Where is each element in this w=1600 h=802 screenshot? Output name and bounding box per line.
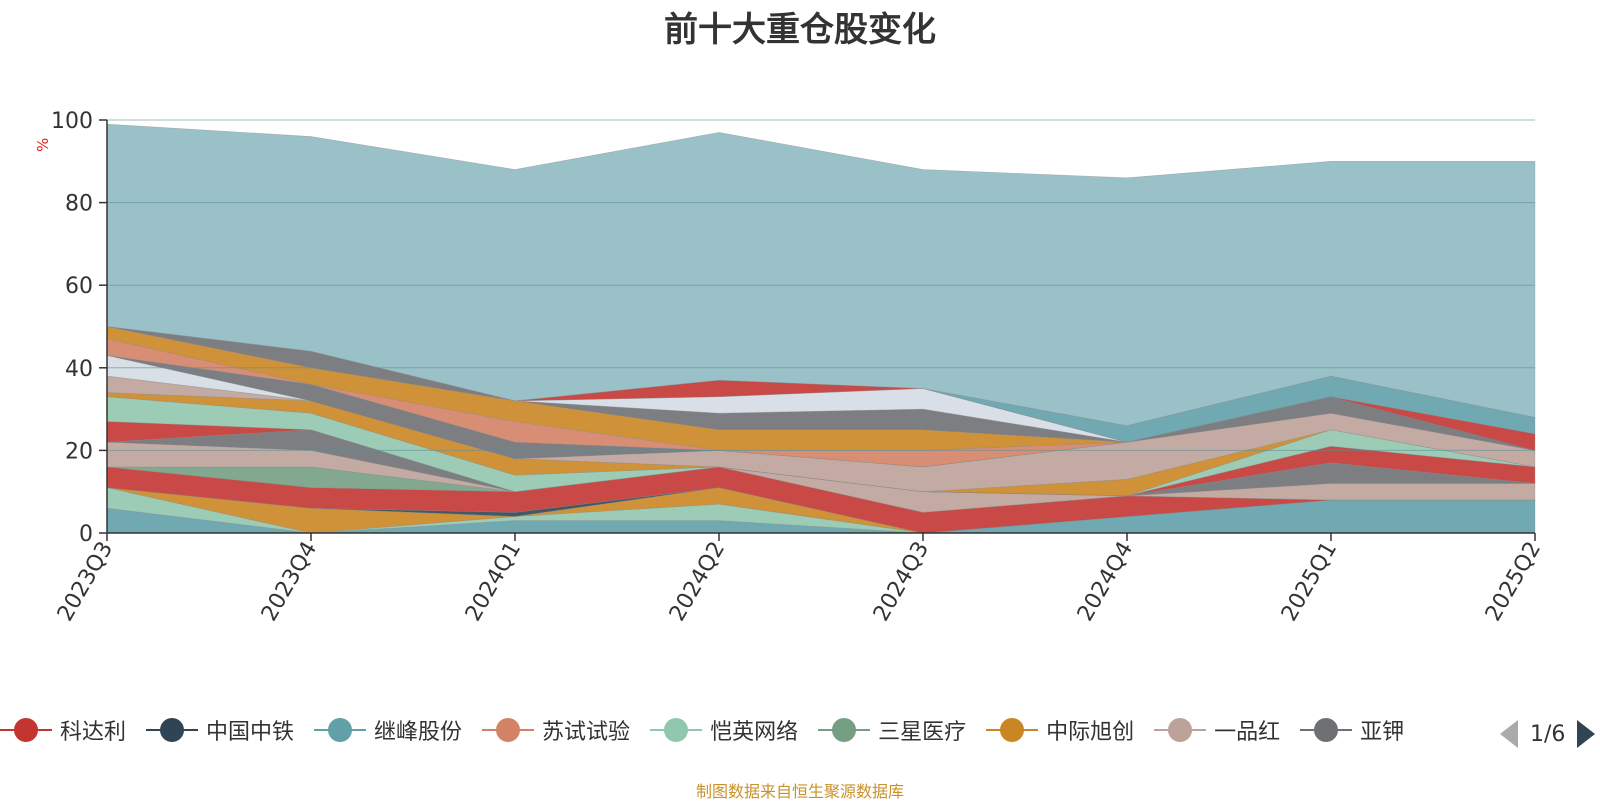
legend-marker-icon — [1300, 717, 1353, 743]
legend-item[interactable]: 亚钾 — [1300, 714, 1404, 746]
legend-item[interactable]: 三星医疗 — [818, 714, 966, 746]
legend-marker-icon — [482, 717, 535, 743]
legend-item[interactable]: 中国中铁 — [146, 714, 294, 746]
legend: 科达利 中国中铁 继峰股份 苏试试验 恺英网络 三星医疗 中际旭创 一品红 亚钾 — [0, 710, 1500, 750]
legend-item[interactable]: 一品红 — [1154, 714, 1280, 746]
legend-prev-arrow-icon[interactable] — [1500, 720, 1518, 748]
legend-item[interactable]: 中际旭创 — [986, 714, 1134, 746]
legend-item[interactable]: 科达利 — [0, 714, 126, 746]
x-tick-label: 2025Q2 — [1481, 538, 1546, 626]
legend-label: 一品红 — [1214, 720, 1281, 745]
legend-label: 科达利 — [60, 720, 127, 745]
x-tick-label: 2024Q1 — [461, 538, 526, 626]
x-tick-label: 2023Q3 — [53, 538, 118, 626]
legend-marker-icon — [986, 717, 1039, 743]
legend-next-arrow-icon[interactable] — [1577, 720, 1596, 748]
x-tick-label: 2025Q1 — [1277, 538, 1342, 626]
area-band — [106, 123, 1536, 426]
chart-title: 前十大重仓股变化 — [664, 10, 936, 50]
legend-label: 三星医疗 — [878, 720, 967, 745]
y-tick-label: 20 — [65, 439, 93, 464]
y-tick-label: 100 — [51, 109, 93, 134]
y-tick-label: 0 — [79, 522, 93, 547]
legend-label: 继峰股份 — [374, 720, 463, 745]
stacked-area-chart: 0 20 40 60 80 100 2023Q3 2023Q4 2024Q1 2024Q2 2024… — [51, 109, 1546, 626]
legend-marker-icon — [146, 717, 199, 743]
y-tick-label: 60 — [65, 274, 93, 299]
x-tick-label: 2024Q4 — [1073, 538, 1138, 626]
legend-marker-icon — [1154, 717, 1207, 743]
legend-marker-icon — [0, 717, 52, 743]
x-tick-label: 2024Q2 — [665, 538, 730, 626]
legend-marker-icon — [314, 717, 367, 743]
legend-marker-icon — [650, 717, 703, 743]
legend-label: 苏试试验 — [542, 720, 631, 745]
legend-label: 中际旭创 — [1046, 720, 1135, 745]
legend-item[interactable]: 继峰股份 — [314, 714, 462, 746]
x-tick-label: 2024Q3 — [869, 538, 934, 626]
source-note: 制图数据来自恒生聚源数据库 — [695, 782, 904, 801]
legend-item[interactable]: 恺英网络 — [650, 714, 798, 746]
legend-pager: 1/6 — [1500, 716, 1596, 752]
legend-label: 亚钾 — [1360, 720, 1405, 745]
legend-item[interactable]: 苏试试验 — [482, 714, 630, 746]
y-tick-label: 40 — [65, 357, 93, 382]
legend-page-indicator: 1/6 — [1530, 721, 1566, 747]
legend-marker-icon — [818, 717, 871, 743]
y-tick-label: 80 — [65, 192, 93, 217]
legend-label: 中国中铁 — [206, 720, 295, 745]
legend-label: 恺英网络 — [710, 720, 799, 745]
x-tick-label: 2023Q4 — [257, 538, 322, 626]
